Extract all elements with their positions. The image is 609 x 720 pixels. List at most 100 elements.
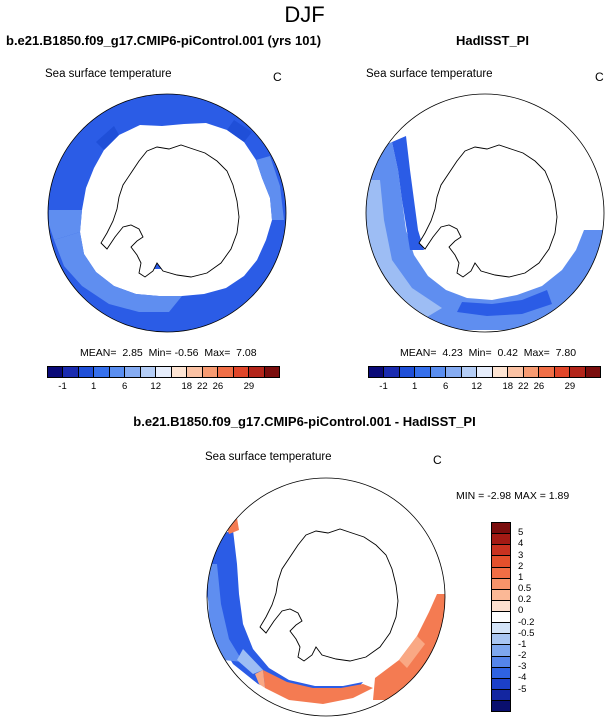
diff-positive-patch-south — [263, 670, 373, 704]
model-antarctica-coastline — [100, 144, 240, 278]
diff-colorbar-swatch — [492, 655, 510, 667]
colorbar-tick-label: 12 — [150, 381, 162, 392]
diff-variable-label: Sea surface temperature — [205, 451, 332, 463]
colorbar-swatch — [263, 367, 280, 377]
colorbar-tick-label: 1 — [90, 381, 97, 392]
colorbar-tick-label: 29 — [564, 381, 576, 392]
diff-colorbar-tick-label: 0.2 — [518, 594, 532, 606]
colorbar-swatch — [139, 367, 156, 377]
diff-colorbar-tick-label: -1 — [518, 638, 527, 650]
diff-panel-title: b.e21.B1850.f09_g17.CMIP6-piControl.001 … — [133, 414, 476, 429]
diff-colorbar-tick-label: -5 — [518, 683, 527, 695]
colorbar-tick-label: 6 — [443, 381, 449, 392]
colorbar-swatch — [201, 367, 218, 377]
colorbar-swatch — [248, 367, 264, 377]
colorbar-tick-label: 12 — [471, 381, 483, 392]
colorbar-tick-label: 26 — [533, 381, 545, 392]
diff-colorbar-swatch — [492, 523, 510, 534]
obs-stats: MEAN= 4.23 Min= 0.42 Max= 7.80 — [400, 347, 577, 359]
colorbar-swatch — [460, 367, 477, 377]
colorbar-swatch — [538, 367, 554, 377]
diff-colorbar-swatch — [492, 577, 510, 589]
colorbar-swatch — [232, 367, 249, 377]
diff-colorbar-tick-label: 5 — [518, 527, 524, 539]
diff-colorbar-tick-label: -2 — [518, 650, 527, 662]
colorbar-swatch — [491, 367, 508, 377]
obs-colorbar — [368, 366, 601, 378]
diff-colorbar-tick-label: -0.5 — [518, 627, 535, 639]
diff-colorbar-tick-label: -0.2 — [518, 616, 535, 628]
colorbar-swatch — [124, 367, 140, 377]
diff-colorbar-tick-label: 0 — [518, 605, 524, 617]
colorbar-swatch — [553, 367, 570, 377]
colorbar-swatch — [507, 367, 523, 377]
colorbar-tick-label: 26 — [212, 381, 224, 392]
diff-colorbar-swatch — [492, 588, 510, 600]
obs-ocean-band — [366, 142, 604, 330]
colorbar-tick-label: 1 — [411, 381, 418, 392]
colorbar-swatch — [476, 367, 492, 377]
colorbar-swatch — [77, 367, 94, 377]
diff-colorbar-swatch — [492, 688, 510, 700]
colorbar-tick-label: -1 — [58, 381, 67, 392]
model-ocean-light-band — [54, 232, 182, 312]
colorbar-swatch — [445, 367, 461, 377]
colorbar-tick-label: 22 — [197, 381, 208, 392]
diff-colorbar-tick-label: -4 — [518, 672, 527, 684]
model-stats: MEAN= 2.85 Min= -0.56 Max= 7.08 — [80, 347, 257, 359]
colorbar-swatch — [522, 367, 539, 377]
colorbar-tick-label: 18 — [181, 381, 193, 392]
diff-colorbar-swatch — [492, 611, 510, 623]
diff-colorbar-tick-label: 2 — [518, 560, 524, 572]
diff-colorbar-swatch — [492, 599, 510, 611]
colorbar-swatch — [93, 367, 109, 377]
diff-stats: MIN = -2.98 MAX = 1.89 — [456, 490, 570, 502]
colorbar-swatch — [62, 367, 78, 377]
diff-colorbar-swatch — [492, 677, 510, 689]
colorbar-swatch — [217, 367, 233, 377]
diff-colorbar-swatch — [492, 666, 510, 678]
model-sst-map — [47, 93, 287, 333]
model-colorbar — [47, 366, 280, 378]
colorbar-swatch — [569, 367, 585, 377]
colorbar-swatch — [369, 367, 384, 377]
colorbar-swatch — [48, 367, 63, 377]
colorbar-swatch — [584, 367, 601, 377]
diff-colorbar-tick-label: -3 — [518, 661, 527, 673]
colorbar-swatch — [429, 367, 446, 377]
diff-antarctica-coastline — [259, 528, 399, 662]
diff-colorbar-swatch — [492, 533, 510, 545]
diff-units-label: C — [433, 453, 442, 467]
diff-colorbar-tick-label: 4 — [518, 538, 524, 550]
obs-sst-map — [365, 93, 605, 333]
colorbar-tick-label: 22 — [518, 381, 529, 392]
diff-colorbar-swatch — [492, 622, 510, 634]
diff-colorbar — [491, 522, 511, 712]
diff-colorbar-tick-label: 3 — [518, 549, 524, 561]
page-title: DJF — [284, 2, 325, 27]
colorbar-tick-label: 18 — [502, 381, 514, 392]
colorbar-tick-label: -1 — [379, 381, 388, 392]
colorbar-swatch — [155, 367, 171, 377]
colorbar-tick-label: 29 — [243, 381, 255, 392]
colorbar-tick-label: 6 — [122, 381, 128, 392]
diff-colorbar-swatch — [492, 544, 510, 556]
diff-colorbar-swatch — [492, 700, 510, 712]
diff-colorbar-swatch — [492, 633, 510, 645]
obs-panel-title: HadISST_PI — [456, 33, 529, 48]
diff-colorbar-tick-label: 1 — [518, 571, 524, 583]
colorbar-swatch — [398, 367, 415, 377]
colorbar-swatch — [108, 367, 125, 377]
colorbar-swatch — [414, 367, 430, 377]
diff-colorbar-tick-label: 0.5 — [518, 583, 532, 595]
obs-antarctica-coastline — [418, 144, 558, 278]
diff-sst-map — [206, 477, 446, 717]
model-panel-title: b.e21.B1850.f09_g17.CMIP6-piControl.001 … — [6, 33, 322, 48]
obs-variable-label: Sea surface temperature — [366, 68, 493, 80]
obs-units-label: C — [595, 70, 604, 84]
colorbar-swatch — [383, 367, 399, 377]
diff-colorbar-swatch — [492, 644, 510, 656]
diff-colorbar-swatch — [492, 555, 510, 567]
colorbar-swatch — [186, 367, 202, 377]
model-units-label: C — [273, 70, 282, 84]
